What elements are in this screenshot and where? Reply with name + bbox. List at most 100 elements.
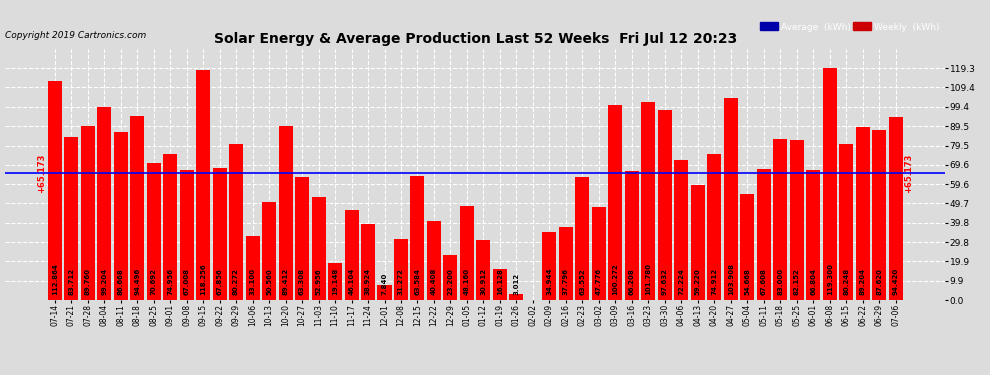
Text: 72.224: 72.224	[678, 268, 684, 295]
Bar	[806, 170, 821, 300]
Text: 100.272: 100.272	[613, 263, 619, 295]
Bar	[328, 263, 342, 300]
Text: 23.200: 23.200	[447, 268, 453, 295]
Bar	[427, 222, 441, 300]
Bar	[147, 163, 160, 300]
Bar	[394, 239, 408, 300]
Bar	[592, 207, 606, 300]
Bar	[741, 194, 754, 300]
Bar	[213, 168, 227, 300]
Bar	[691, 185, 705, 300]
Bar	[872, 130, 886, 300]
Text: 30.912: 30.912	[480, 268, 486, 295]
Bar	[674, 160, 688, 300]
Text: 89.412: 89.412	[282, 268, 288, 295]
Bar	[361, 224, 375, 300]
Bar	[444, 255, 457, 300]
Text: 66.208: 66.208	[629, 268, 635, 295]
Bar	[707, 154, 722, 300]
Text: +65.173: +65.173	[38, 154, 47, 193]
Text: 19.148: 19.148	[332, 268, 338, 295]
Text: 40.408: 40.408	[431, 268, 437, 295]
Text: 38.924: 38.924	[365, 268, 371, 295]
Bar	[609, 105, 623, 300]
Text: Copyright 2019 Cartronics.com: Copyright 2019 Cartronics.com	[5, 31, 147, 40]
Bar	[64, 137, 78, 300]
Bar	[476, 240, 490, 300]
Text: 67.856: 67.856	[217, 268, 223, 295]
Text: 52.956: 52.956	[316, 268, 322, 295]
Text: 48.160: 48.160	[464, 268, 470, 295]
Text: 119.300: 119.300	[827, 263, 833, 295]
Bar	[724, 98, 738, 300]
Text: 70.692: 70.692	[150, 268, 156, 295]
Text: 101.780: 101.780	[645, 263, 651, 295]
Text: 83.712: 83.712	[68, 268, 74, 295]
Text: 67.008: 67.008	[183, 268, 190, 295]
Text: 87.620: 87.620	[876, 268, 882, 295]
Text: 34.944: 34.944	[546, 268, 552, 295]
Text: 33.100: 33.100	[249, 268, 255, 295]
Bar	[114, 132, 128, 300]
Bar	[559, 226, 573, 300]
Text: 63.584: 63.584	[415, 268, 421, 295]
Text: 59.220: 59.220	[695, 268, 701, 295]
Text: 97.632: 97.632	[662, 268, 668, 295]
Text: 103.908: 103.908	[728, 263, 734, 295]
Text: 31.272: 31.272	[398, 268, 404, 295]
Bar	[179, 170, 194, 300]
Bar	[278, 126, 293, 300]
Text: 94.496: 94.496	[135, 268, 141, 295]
Bar	[756, 169, 771, 300]
Bar	[411, 177, 425, 300]
Bar	[48, 81, 61, 300]
Text: +65.173: +65.173	[904, 154, 913, 193]
Text: 3.012: 3.012	[514, 273, 520, 295]
Bar	[823, 68, 837, 300]
Text: 99.204: 99.204	[101, 268, 107, 295]
Bar	[493, 268, 507, 300]
Bar	[246, 236, 259, 300]
Text: 66.804: 66.804	[810, 268, 816, 295]
Text: 74.956: 74.956	[167, 268, 173, 295]
Bar	[889, 117, 903, 300]
Bar	[625, 171, 639, 300]
Bar	[510, 294, 524, 300]
Bar	[229, 144, 244, 300]
Bar	[460, 206, 474, 300]
Bar	[575, 177, 589, 300]
Bar	[80, 126, 95, 300]
Title: Solar Energy & Average Production Last 52 Weeks  Fri Jul 12 20:23: Solar Energy & Average Production Last 5…	[214, 32, 737, 46]
Bar	[130, 116, 145, 300]
Bar	[295, 177, 309, 300]
Text: 46.104: 46.104	[348, 268, 354, 295]
Bar	[855, 127, 870, 300]
Text: 16.128: 16.128	[497, 268, 503, 295]
Text: 118.256: 118.256	[200, 264, 206, 295]
Text: 47.776: 47.776	[596, 268, 602, 295]
Bar	[312, 197, 326, 300]
Text: 74.912: 74.912	[711, 268, 718, 295]
Bar	[345, 210, 358, 300]
Text: 80.272: 80.272	[233, 268, 240, 295]
Bar	[543, 232, 556, 300]
Bar	[840, 144, 853, 300]
Text: 89.204: 89.204	[859, 268, 865, 295]
Text: 63.308: 63.308	[299, 268, 305, 295]
Text: 83.000: 83.000	[777, 268, 783, 295]
Text: 82.152: 82.152	[794, 268, 800, 295]
Bar	[163, 154, 177, 300]
Text: 89.760: 89.760	[85, 268, 91, 295]
Bar	[97, 107, 111, 300]
Text: 54.668: 54.668	[744, 268, 750, 295]
Legend: Average  (kWh), Weekly  (kWh): Average (kWh), Weekly (kWh)	[758, 21, 940, 33]
Bar	[657, 110, 672, 300]
Bar	[790, 140, 804, 300]
Bar	[377, 285, 391, 300]
Text: 7.840: 7.840	[381, 273, 387, 295]
Text: 80.248: 80.248	[843, 268, 849, 295]
Text: 37.796: 37.796	[563, 268, 569, 295]
Bar	[642, 102, 655, 300]
Text: 50.560: 50.560	[266, 268, 272, 295]
Bar	[262, 202, 276, 300]
